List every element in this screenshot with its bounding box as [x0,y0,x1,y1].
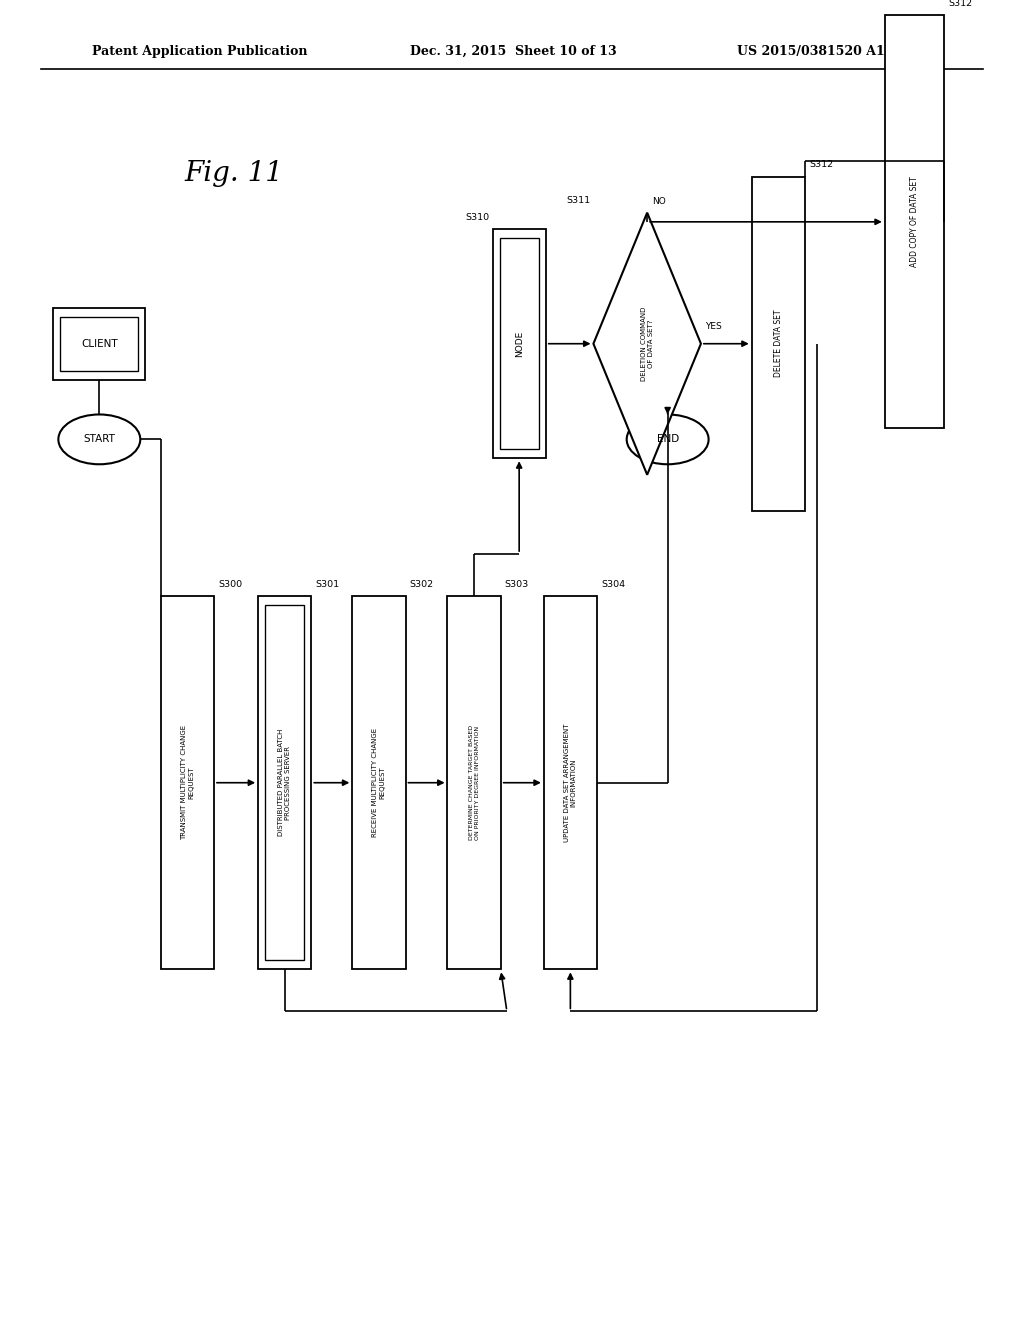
Text: NODE: NODE [515,330,523,356]
Text: START: START [83,434,116,445]
Text: END: END [656,434,679,445]
Bar [352,595,406,969]
Text: Dec. 31, 2015  Sheet 10 of 13: Dec. 31, 2015 Sheet 10 of 13 [410,45,616,58]
Ellipse shape [627,414,709,465]
Text: S303: S303 [505,579,529,589]
Text: S302: S302 [410,579,434,589]
Bar [447,595,501,969]
Bar [60,317,138,371]
Bar [493,230,546,458]
Text: DETERMINE CHANGE TARGET BASED
ON PRIORITY DEGREE INFORMATION: DETERMINE CHANGE TARGET BASED ON PRIORIT… [469,725,479,841]
Bar [500,238,539,449]
Text: S312: S312 [809,161,834,169]
Text: UPDATE DATA SET ARRANGEMENT
INFORMATION: UPDATE DATA SET ARRANGEMENT INFORMATION [564,723,577,842]
Text: S300: S300 [218,579,243,589]
Bar [885,16,944,428]
Text: S311: S311 [566,197,590,206]
Bar [544,595,597,969]
Ellipse shape [58,414,140,465]
Text: CLIENT: CLIENT [81,339,118,348]
Polygon shape [594,213,700,475]
Bar [752,177,805,511]
Text: S310: S310 [465,213,489,222]
Text: Fig. 11: Fig. 11 [184,160,284,187]
Text: ADD COPY OF DATA SET: ADD COPY OF DATA SET [910,177,919,267]
Text: S312: S312 [948,0,973,8]
Bar [53,308,145,380]
Text: NO: NO [652,197,666,206]
Text: DISTRIBUTED PARALLEL BATCH
PROCESSING SERVER: DISTRIBUTED PARALLEL BATCH PROCESSING SE… [279,729,291,837]
Bar [258,595,311,969]
Text: DELETE DATA SET: DELETE DATA SET [774,310,782,378]
Text: S304: S304 [601,579,626,589]
Text: TRANSMIT MULTIPLICITY CHANGE
REQUEST: TRANSMIT MULTIPLICITY CHANGE REQUEST [181,725,194,841]
Text: RECEIVE MULTIPLICITY CHANGE
REQUEST: RECEIVE MULTIPLICITY CHANGE REQUEST [373,729,385,837]
Text: Patent Application Publication: Patent Application Publication [92,45,307,58]
Bar [161,595,214,969]
Text: S301: S301 [315,579,340,589]
Bar [265,605,304,960]
Text: US 2015/0381520 A1: US 2015/0381520 A1 [737,45,885,58]
Text: DELETION COMMAND
OF DATA SET?: DELETION COMMAND OF DATA SET? [641,306,653,381]
Text: YES: YES [705,322,722,330]
